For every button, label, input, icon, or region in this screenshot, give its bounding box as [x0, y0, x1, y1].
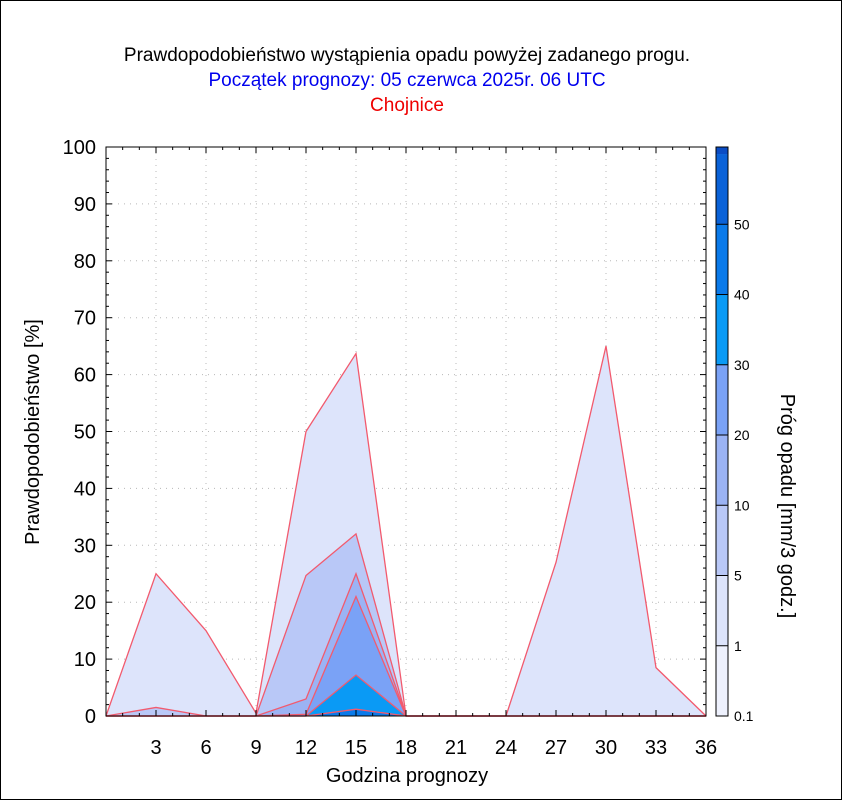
colorbar-tick-label: 10: [734, 497, 750, 513]
colorbar-label: Próg opadu [mm/3 godz.]: [776, 394, 798, 619]
colorbar-segment: [716, 645, 728, 716]
x-tick-label: 36: [695, 737, 717, 759]
y-tick-label: 60: [74, 365, 96, 387]
colorbar-tick-label: 20: [734, 427, 750, 443]
axis-ticks: 3 6 9 12 15 18 21 24 27 30 33 360102030405060708090…: [63, 137, 718, 759]
colorbar: 0.1 1 5 10 20 30 40 50: [715, 146, 754, 724]
colorbar-segment: [716, 364, 728, 436]
x-tick-label: 9: [250, 737, 261, 759]
x-tick-label: 24: [495, 737, 517, 759]
colorbar-tick-label: 50: [734, 216, 750, 232]
y-tick-label: 100: [63, 137, 96, 159]
x-axis-label: Godzina prognozy: [326, 765, 488, 787]
x-tick-label: 30: [595, 737, 617, 759]
chart-location: Chojnice: [370, 95, 444, 116]
y-tick-label: 50: [74, 422, 96, 444]
colorbar-tick-label: 0.1: [734, 708, 754, 724]
y-axis-label: Prawdopodobieństwo [%]: [22, 319, 44, 545]
colorbar-segment: [716, 505, 728, 576]
y-tick-label: 30: [74, 535, 96, 557]
colorbar-segment: [716, 575, 728, 646]
x-tick-label: 3: [150, 737, 161, 759]
y-tick-label: 70: [74, 308, 96, 330]
colorbar-segment: [716, 294, 728, 365]
y-tick-label: 10: [74, 649, 96, 671]
chart-title: Prawdopodobieństwo wystąpienia opadu pow…: [124, 45, 690, 66]
y-tick-label: 40: [74, 478, 96, 500]
colorbar-tick-label: 30: [734, 357, 750, 373]
y-tick-label: 90: [74, 194, 96, 216]
colorbar-segment: [716, 154, 728, 225]
colorbar-tick-label: 5: [734, 568, 742, 584]
x-tick-label: 27: [545, 737, 567, 759]
colorbar-segment: [716, 147, 728, 155]
x-tick-label: 21: [445, 737, 467, 759]
x-tick-label: 12: [295, 737, 317, 759]
area-threshold-0.1: [106, 346, 706, 716]
x-tick-label: 18: [395, 737, 417, 759]
colorbar-segment: [716, 435, 728, 506]
y-tick-label: 0: [85, 706, 96, 728]
x-tick-label: 33: [645, 737, 667, 759]
y-tick-label: 80: [74, 251, 96, 273]
colorbar-tick-label: 40: [734, 287, 750, 303]
colorbar-segment: [716, 224, 728, 295]
colorbar-tick-label: 1: [734, 638, 742, 654]
y-tick-label: 20: [74, 592, 96, 614]
x-tick-label: 6: [200, 737, 211, 759]
chart-subtitle: Początek prognozy: 05 czerwca 2025r. 06 …: [208, 70, 605, 91]
x-tick-label: 15: [345, 737, 367, 759]
